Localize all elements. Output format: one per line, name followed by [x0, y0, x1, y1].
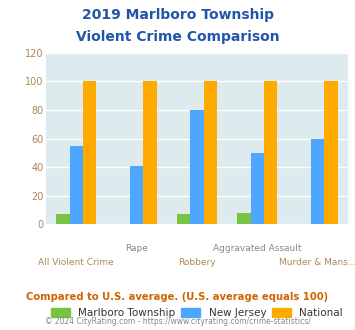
Bar: [311, 139, 324, 224]
Bar: [177, 214, 190, 224]
Bar: [324, 82, 338, 224]
Bar: [251, 153, 264, 224]
Bar: [130, 166, 143, 224]
Text: All Violent Crime: All Violent Crime: [38, 258, 114, 267]
Text: Robbery: Robbery: [178, 258, 216, 267]
Bar: [83, 82, 96, 224]
Bar: [237, 213, 251, 224]
Bar: [204, 82, 217, 224]
Legend: Marlboro Township, New Jersey, National: Marlboro Township, New Jersey, National: [47, 304, 347, 322]
Bar: [190, 110, 204, 224]
Text: Compared to U.S. average. (U.S. average equals 100): Compared to U.S. average. (U.S. average …: [26, 292, 329, 302]
Text: Aggravated Assault: Aggravated Assault: [213, 244, 302, 253]
Text: 2019 Marlboro Township: 2019 Marlboro Township: [82, 8, 273, 22]
Bar: [56, 214, 70, 224]
Text: Violent Crime Comparison: Violent Crime Comparison: [76, 30, 279, 44]
Text: © 2024 CityRating.com - https://www.cityrating.com/crime-statistics/: © 2024 CityRating.com - https://www.city…: [45, 317, 310, 326]
Bar: [70, 146, 83, 224]
Text: Rape: Rape: [125, 244, 148, 253]
Bar: [143, 82, 157, 224]
Text: Murder & Mans...: Murder & Mans...: [279, 258, 355, 267]
Bar: [264, 82, 277, 224]
